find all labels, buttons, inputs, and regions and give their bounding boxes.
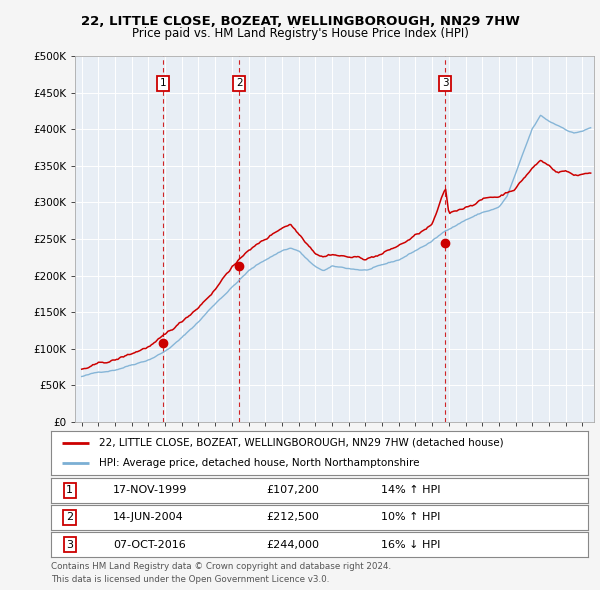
- Text: Contains HM Land Registry data © Crown copyright and database right 2024.: Contains HM Land Registry data © Crown c…: [51, 562, 391, 571]
- Text: 22, LITTLE CLOSE, BOZEAT, WELLINGBOROUGH, NN29 7HW (detached house): 22, LITTLE CLOSE, BOZEAT, WELLINGBOROUGH…: [100, 438, 504, 448]
- Text: 1: 1: [66, 486, 73, 495]
- Text: £244,000: £244,000: [266, 540, 319, 549]
- Text: 22, LITTLE CLOSE, BOZEAT, WELLINGBOROUGH, NN29 7HW: 22, LITTLE CLOSE, BOZEAT, WELLINGBOROUGH…: [80, 15, 520, 28]
- Text: 16% ↓ HPI: 16% ↓ HPI: [381, 540, 440, 549]
- Text: 10% ↑ HPI: 10% ↑ HPI: [381, 513, 440, 522]
- Text: 1: 1: [160, 78, 166, 88]
- Text: 2: 2: [236, 78, 242, 88]
- Text: 07-OCT-2016: 07-OCT-2016: [113, 540, 185, 549]
- Text: HPI: Average price, detached house, North Northamptonshire: HPI: Average price, detached house, Nort…: [100, 458, 420, 468]
- Text: £212,500: £212,500: [266, 513, 319, 522]
- Text: 3: 3: [442, 78, 448, 88]
- Text: 14% ↑ HPI: 14% ↑ HPI: [381, 486, 441, 495]
- Text: 3: 3: [66, 540, 73, 549]
- Text: £107,200: £107,200: [266, 486, 319, 495]
- Text: 17-NOV-1999: 17-NOV-1999: [113, 486, 187, 495]
- Text: This data is licensed under the Open Government Licence v3.0.: This data is licensed under the Open Gov…: [51, 575, 329, 584]
- Text: 14-JUN-2004: 14-JUN-2004: [113, 513, 184, 522]
- Text: Price paid vs. HM Land Registry's House Price Index (HPI): Price paid vs. HM Land Registry's House …: [131, 27, 469, 40]
- Text: 2: 2: [66, 513, 73, 522]
